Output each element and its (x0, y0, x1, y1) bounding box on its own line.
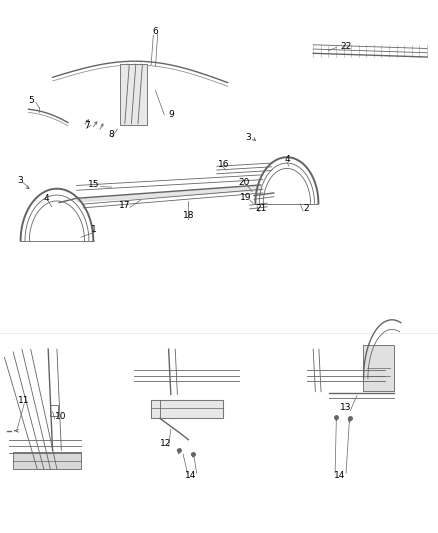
Text: 10: 10 (55, 413, 66, 421)
Polygon shape (151, 400, 223, 418)
Text: 14: 14 (334, 472, 345, 480)
Text: 4: 4 (43, 194, 49, 203)
Bar (50, 405, 58, 416)
Text: 20: 20 (238, 179, 250, 187)
Text: 3: 3 (17, 176, 23, 184)
Text: 3: 3 (245, 133, 251, 142)
Text: 15: 15 (88, 180, 100, 189)
Text: 7: 7 (84, 122, 90, 130)
Text: 9: 9 (168, 110, 174, 118)
Text: 6: 6 (152, 28, 159, 36)
Text: 13: 13 (340, 403, 352, 412)
Text: 16: 16 (218, 160, 229, 168)
Bar (13, 452, 81, 469)
Text: 5: 5 (28, 96, 34, 104)
Text: 4: 4 (284, 156, 290, 164)
Text: 17: 17 (119, 201, 131, 210)
Text: 21: 21 (255, 205, 266, 213)
Text: 11: 11 (18, 397, 30, 405)
Text: 8: 8 (109, 130, 115, 139)
FancyBboxPatch shape (363, 345, 394, 391)
Text: 1: 1 (91, 225, 97, 233)
Text: 12: 12 (160, 439, 171, 448)
Text: 19: 19 (240, 193, 252, 201)
Text: 14: 14 (185, 472, 196, 480)
Text: 22: 22 (340, 42, 352, 51)
Text: 18: 18 (183, 211, 194, 220)
FancyBboxPatch shape (120, 64, 147, 125)
Text: 2: 2 (303, 205, 308, 213)
